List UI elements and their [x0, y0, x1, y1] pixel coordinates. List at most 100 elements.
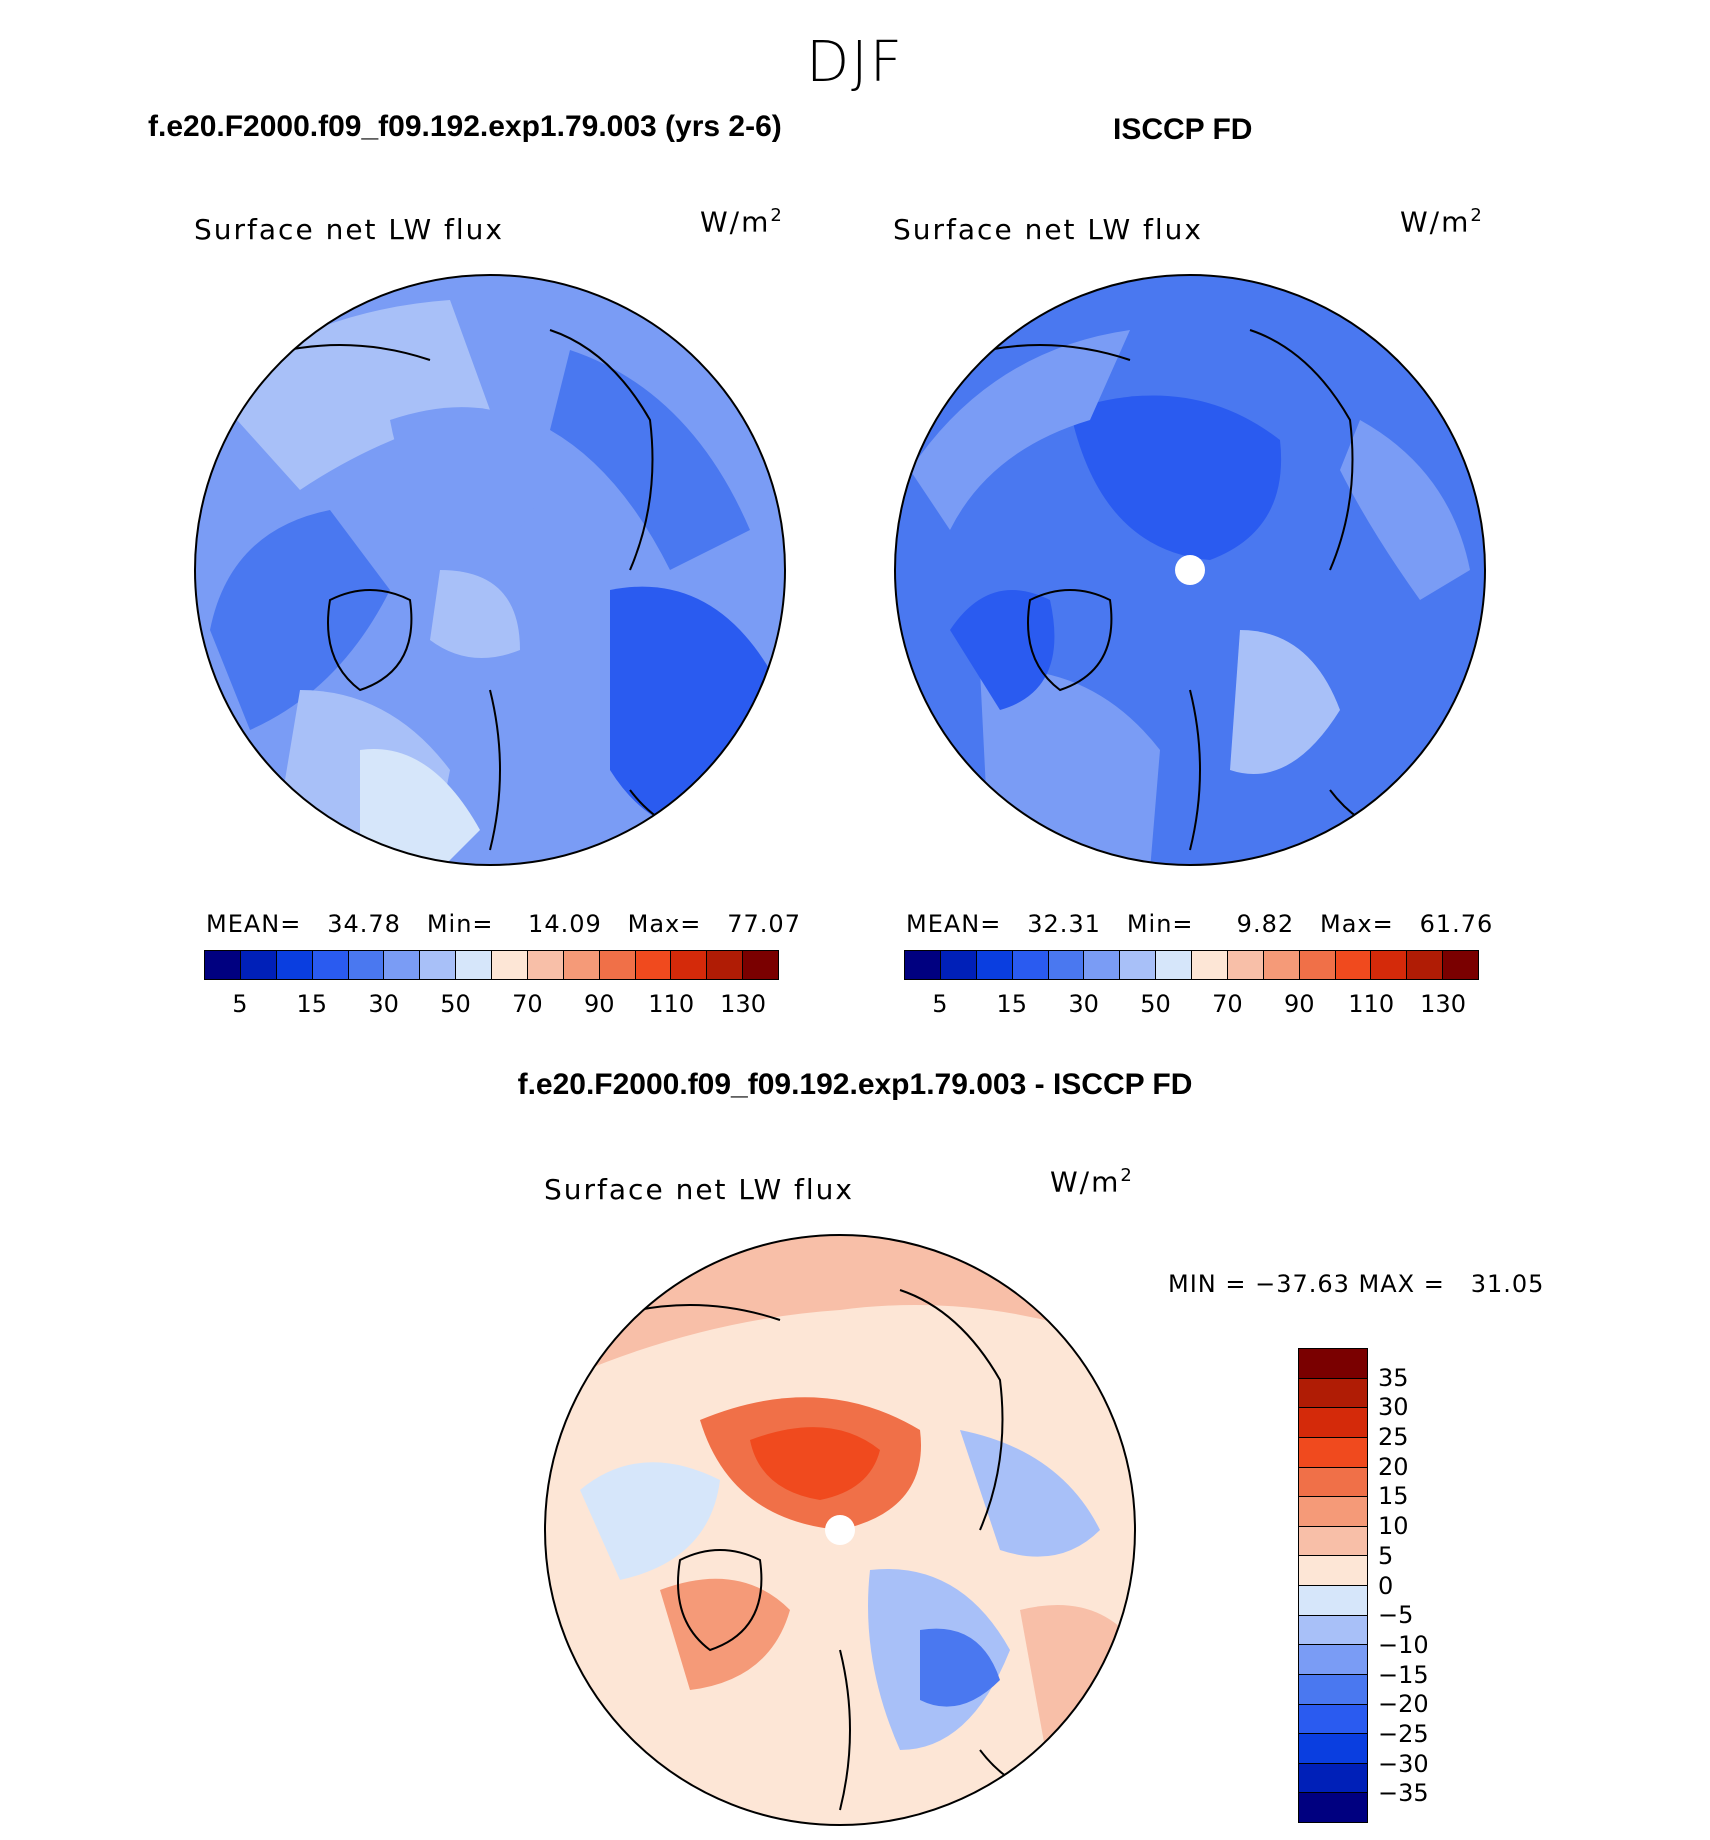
colorbar-swatch [384, 951, 421, 979]
obs-header: ISCCP FD [1113, 113, 1253, 146]
contour-region [750, 1427, 880, 1500]
colorbar-tick-label: 130 [720, 990, 766, 1018]
colorbar-tick-label: 25 [1378, 1423, 1409, 1452]
contour-region [1230, 630, 1340, 774]
colorbar-swatch [1299, 1586, 1367, 1616]
colorbar-tick-label: 15 [1378, 1482, 1409, 1511]
colorbar-swatch [1407, 951, 1444, 979]
colorbar-swatch [707, 951, 744, 979]
contour-region [210, 510, 390, 730]
colorbar-swatch [1299, 1408, 1367, 1438]
colorbar-tick-label: 30 [1068, 990, 1099, 1018]
colorbar-swatch [456, 951, 492, 979]
right-variable-label: Surface net LW flux [893, 213, 1203, 246]
colorbar-swatch [1335, 951, 1372, 979]
colorbar-tick-label: 35 [1378, 1363, 1409, 1392]
colorbar-tick-label: 5 [932, 990, 948, 1018]
colorbar-tick-label: 70 [1212, 990, 1243, 1018]
colorbar-swatch [240, 951, 277, 979]
colorbar-swatch [635, 951, 672, 979]
colorbar-swatch [1443, 951, 1478, 979]
colorbar-tick-label: −5 [1378, 1601, 1414, 1630]
colorbar-tick-label: 70 [512, 990, 543, 1018]
colorbar-swatch [1299, 1467, 1367, 1498]
map-boundary [894, 274, 1486, 866]
pole-mask [1175, 555, 1205, 585]
colorbar-swatch [1299, 1793, 1367, 1822]
colorbar-tick-label: −25 [1378, 1719, 1429, 1748]
model-map [194, 274, 786, 866]
colorbar-swatch [1192, 951, 1228, 979]
colorbar-swatch [492, 951, 528, 979]
contour-region [360, 749, 480, 865]
model-case-header: f.e20.F2000.f09_f09.192.exp1.79.003 (yrs… [148, 110, 782, 143]
colorbar-swatch [1299, 1497, 1367, 1527]
colorbar-tick-label: 130 [1420, 990, 1466, 1018]
difference-header: f.e20.F2000.f09_f09.192.exp1.79.003 - IS… [517, 1068, 1193, 1101]
right-unit-label: W/m2 [1400, 205, 1484, 239]
contour-region [910, 330, 1130, 530]
colorbar-swatch [1227, 951, 1264, 979]
left-mean-min-max: MEAN= 34.78 Min= 14.09 Max= 77.07 [206, 910, 801, 938]
colorbar-swatch [1299, 1615, 1367, 1646]
right-colorbar [904, 950, 1479, 980]
contour-region [960, 1430, 1100, 1557]
colorbar-swatch [1299, 951, 1336, 979]
difference-map [544, 1234, 1136, 1826]
diff-unit-label: W/m2 [1050, 1165, 1134, 1199]
colorbar-tick-label: −30 [1378, 1749, 1429, 1778]
colorbar-swatch [671, 951, 708, 979]
colorbar-swatch [276, 951, 313, 979]
right-mean-min-max: MEAN= 32.31 Min= 9.82 Max= 61.76 [906, 910, 1494, 938]
colorbar-tick-label: −35 [1378, 1779, 1429, 1808]
contour-region [920, 1628, 1000, 1707]
contour-region [580, 1462, 720, 1580]
colorbar-swatch [205, 951, 241, 979]
contour-region [1070, 395, 1282, 560]
map-boundary [194, 274, 786, 866]
colorbar-swatch [1299, 1526, 1367, 1557]
colorbar-swatch [976, 951, 1013, 979]
colorbar-swatch [312, 951, 349, 979]
coastline [599, 1289, 1061, 1811]
coastline [249, 329, 711, 851]
colorbar-swatch [1299, 1674, 1367, 1705]
colorbar-tick-label: 5 [1378, 1541, 1394, 1570]
colorbar-swatch [420, 951, 457, 979]
colorbar-swatch [563, 951, 600, 979]
contour-region [430, 570, 520, 658]
contour-region [550, 350, 750, 570]
season-title: DJF [806, 30, 904, 95]
colorbar-tick-label: 50 [1140, 990, 1171, 1018]
colorbar-tick-label: 10 [1378, 1512, 1409, 1541]
diff-min-max-stats: MIN = −37.63 MAX = 31.05 [1168, 1270, 1545, 1298]
colorbar-swatch [743, 951, 778, 979]
colorbar-swatch [1263, 951, 1300, 979]
obs-map [894, 274, 1486, 866]
colorbar-swatch [1299, 1645, 1367, 1675]
left-variable-label: Surface net LW flux [194, 213, 504, 246]
colorbar-swatch [527, 951, 564, 979]
colorbar-swatch [1299, 1378, 1367, 1409]
pole-mask [825, 1515, 855, 1545]
diff-variable-label: Surface net LW flux [544, 1173, 854, 1206]
colorbar-swatch [1299, 1704, 1367, 1735]
colorbar-tick-label: 20 [1378, 1452, 1409, 1481]
colorbar-swatch [1299, 1556, 1367, 1586]
colorbar-tick-label: 5 [232, 990, 248, 1018]
coastline [1027, 589, 1113, 692]
coastline [677, 1549, 763, 1652]
coastline [949, 329, 1411, 851]
colorbar-swatch [1299, 1734, 1367, 1764]
colorbar-tick-label: 50 [440, 990, 471, 1018]
colorbar-tick-label: 30 [1378, 1393, 1409, 1422]
colorbar-swatch [1299, 1437, 1367, 1468]
colorbar-swatch [348, 951, 385, 979]
difference-colorbar [1298, 1348, 1368, 1823]
colorbar-tick-label: 0 [1378, 1571, 1394, 1600]
colorbar-tick-label: 15 [996, 990, 1028, 1018]
contour-region [390, 407, 545, 550]
colorbar-tick-label: 15 [296, 990, 328, 1018]
colorbar-tick-label: 30 [368, 990, 399, 1018]
colorbar-swatch [1012, 951, 1049, 979]
